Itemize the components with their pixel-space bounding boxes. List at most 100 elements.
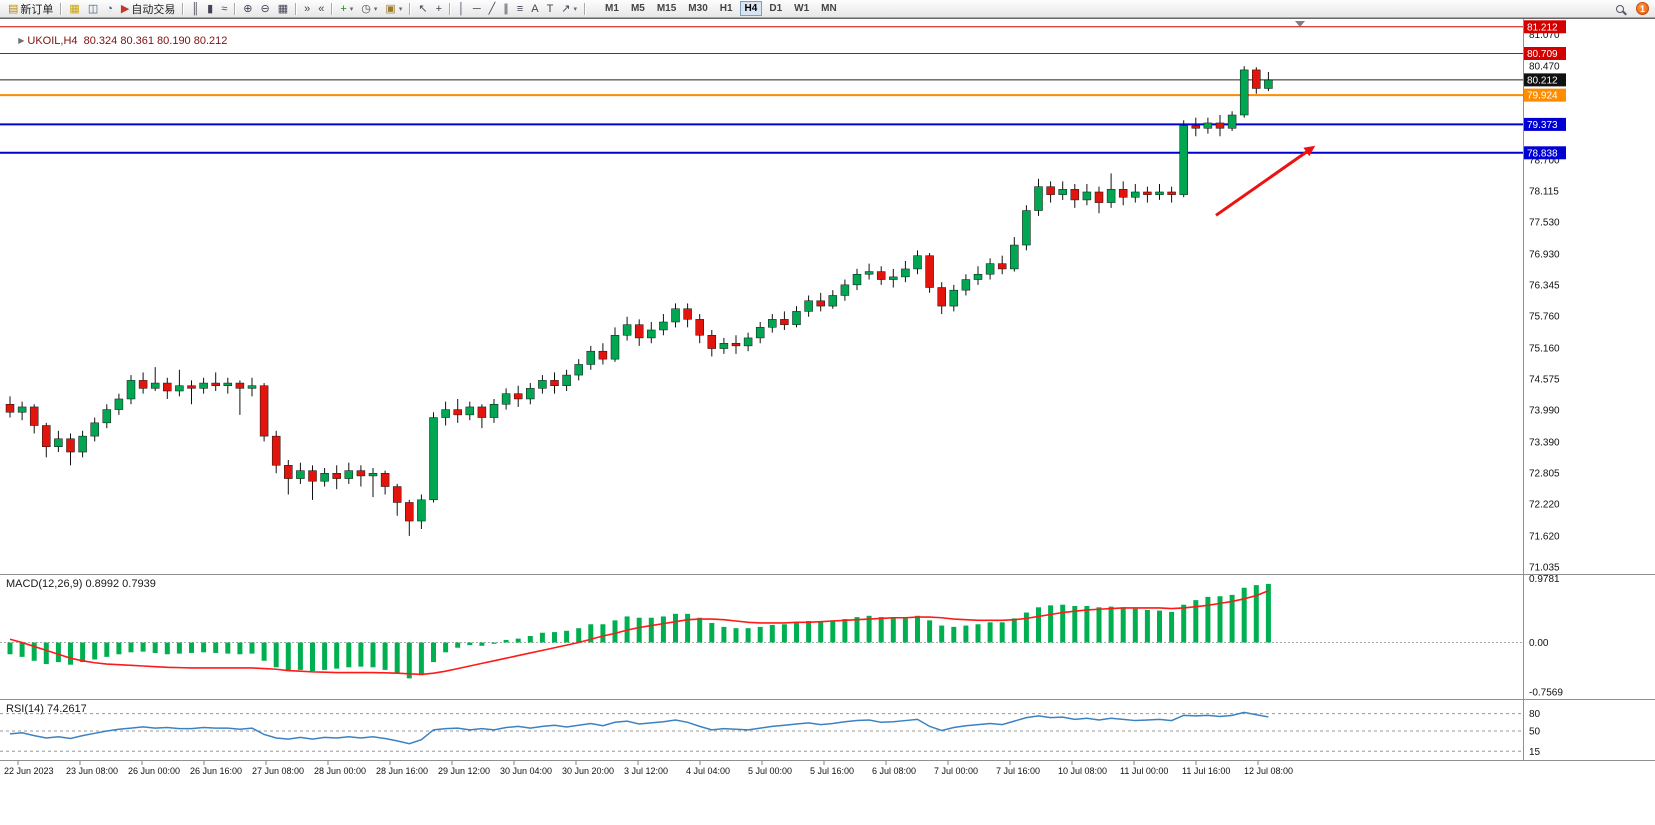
text-button[interactable]: A xyxy=(527,1,542,17)
zoom-in-button[interactable]: ⊕ xyxy=(239,1,256,17)
candle-body xyxy=(1191,125,1201,129)
tile-windows-button[interactable]: ▦ xyxy=(274,1,292,17)
text-label-button[interactable]: T xyxy=(543,1,558,17)
price-badge xyxy=(1524,46,1566,60)
line-chart-mode-button[interactable]: ≈ xyxy=(217,1,231,17)
candle-body xyxy=(138,380,148,389)
profiles-button[interactable]: ◫ xyxy=(84,1,102,17)
price-badge-label: 80.212 xyxy=(1527,75,1558,86)
time-axis-label: 5 Jul 16:00 xyxy=(810,766,854,776)
auto-scroll-button[interactable]: » xyxy=(300,1,314,17)
macd-label: MACD(12,26,9) 0.8992 0.7939 xyxy=(6,578,156,590)
price-badge xyxy=(1524,73,1566,87)
candlestick-chart-icon: ▮ xyxy=(207,2,214,15)
candle-body xyxy=(840,284,850,296)
horizontal-line-button[interactable]: ─ xyxy=(469,1,485,17)
candle-body xyxy=(54,438,63,447)
price-badge xyxy=(1524,146,1566,160)
candle-body xyxy=(1252,69,1261,89)
channel-icon: ∥ xyxy=(503,2,509,15)
rsi-level-label: 15 xyxy=(1529,747,1541,758)
time-axis-label: 23 Jun 08:00 xyxy=(66,766,118,776)
candle-body xyxy=(1010,244,1019,270)
crosshair-button[interactable]: + xyxy=(432,1,446,17)
price-tick-label: 71.620 xyxy=(1529,531,1560,542)
autotrading-button[interactable]: ▶ 自动交易 xyxy=(117,1,179,17)
cursor-button[interactable]: ↖ xyxy=(414,1,431,17)
candle-body xyxy=(1022,210,1031,246)
trend-arrow-line[interactable] xyxy=(1215,146,1313,217)
candle-body xyxy=(453,409,462,416)
candle-body xyxy=(731,342,741,347)
new-order-button[interactable]: ▤ 新订单 xyxy=(4,1,57,17)
price-badge-label: 79.924 xyxy=(1527,91,1558,102)
timeframe-m30-button[interactable]: M30 xyxy=(683,1,712,16)
candle-body xyxy=(1094,191,1104,203)
one-click-trading-toggle-icon[interactable]: ▶ xyxy=(18,36,25,45)
symbol-ohlc-label: ▶ UKOIL,H4 80.324 80.361 80.190 80.212 xyxy=(6,23,227,59)
chart-shift-button[interactable]: « xyxy=(314,1,328,17)
timeframe-d1-button[interactable]: D1 xyxy=(764,1,787,16)
price-tick-label: 75.160 xyxy=(1529,344,1560,355)
zoom-out-button[interactable]: ⊖ xyxy=(256,1,273,17)
candle-body xyxy=(574,364,583,376)
search-button[interactable] xyxy=(1612,1,1628,17)
timeframe-w1-button[interactable]: W1 xyxy=(789,1,814,16)
charts-button[interactable]: ▦ xyxy=(65,1,83,17)
vertical-line-button[interactable]: │ xyxy=(454,1,469,17)
candle-body xyxy=(1264,79,1273,89)
candle-body xyxy=(163,382,172,392)
notification-badge[interactable]: 1 xyxy=(1636,2,1649,15)
templates-button[interactable]: ▣ ▾ xyxy=(381,1,406,17)
candle-body xyxy=(562,374,571,386)
dropdown-arrow-icon: ▾ xyxy=(373,5,378,13)
channel-button[interactable]: ∥ xyxy=(499,1,513,17)
timeframe-m15-button[interactable]: M15 xyxy=(652,1,681,16)
price-tick-label: 76.930 xyxy=(1529,250,1560,261)
candle-body xyxy=(1215,122,1225,129)
toolbar-button-label: 自动交易 xyxy=(131,3,176,16)
chart-window-icon: ▦ xyxy=(69,2,80,15)
candle-body xyxy=(647,329,656,339)
timeframe-h4-button[interactable]: H4 xyxy=(739,1,763,16)
trendline-icon: ╱ xyxy=(488,2,496,15)
candle-body xyxy=(598,350,608,360)
price-badge-label: 79.373 xyxy=(1527,120,1558,131)
candle-body xyxy=(659,321,668,331)
trendline-button[interactable]: ╱ xyxy=(485,1,500,17)
timeframe-mn-button[interactable]: MN xyxy=(816,1,842,16)
arrows-button[interactable]: ↗ ▾ xyxy=(557,1,581,17)
market-watch-button[interactable]: ◔ xyxy=(102,1,117,17)
macd-scale-label: 0.9781 xyxy=(1529,574,1560,585)
candle-body xyxy=(526,388,535,400)
candle-chart-mode-button[interactable]: ▮ xyxy=(203,1,217,17)
price-tick-label: 76.345 xyxy=(1529,281,1560,292)
periods-button[interactable]: ◷ ▾ xyxy=(357,1,381,17)
candle-body xyxy=(743,337,753,347)
time-axis-label: 29 Jun 12:00 xyxy=(438,766,490,776)
candle-body xyxy=(465,406,475,416)
candle-body xyxy=(634,324,644,339)
indicators-button[interactable]: + ▾ xyxy=(336,1,357,17)
candle-body xyxy=(271,435,281,466)
timeframe-m1-button[interactable]: M1 xyxy=(600,1,624,16)
candle-body xyxy=(768,319,777,328)
price-tick-label: 78.700 xyxy=(1529,156,1560,167)
bar-chart-mode-button[interactable]: ║ xyxy=(187,1,203,17)
candle-body xyxy=(755,327,765,339)
candle-body xyxy=(223,382,233,386)
chart-shift-marker-icon[interactable] xyxy=(1295,21,1305,27)
timeframe-m5-button[interactable]: M5 xyxy=(626,1,650,16)
timeframe-h1-button[interactable]: H1 xyxy=(715,1,738,16)
zoom-out-icon: ⊖ xyxy=(260,2,270,15)
candle-body xyxy=(66,438,75,453)
price-badge-label: 78.838 xyxy=(1527,148,1558,159)
candle-body xyxy=(199,382,208,389)
fibonacci-button[interactable]: ≡ xyxy=(513,1,527,17)
clock-icon: ◷ xyxy=(361,2,371,15)
candle-body xyxy=(1239,69,1249,116)
candle-body xyxy=(1131,191,1140,198)
template-icon: ▣ xyxy=(385,2,396,15)
trend-arrow-head[interactable] xyxy=(1303,145,1316,157)
